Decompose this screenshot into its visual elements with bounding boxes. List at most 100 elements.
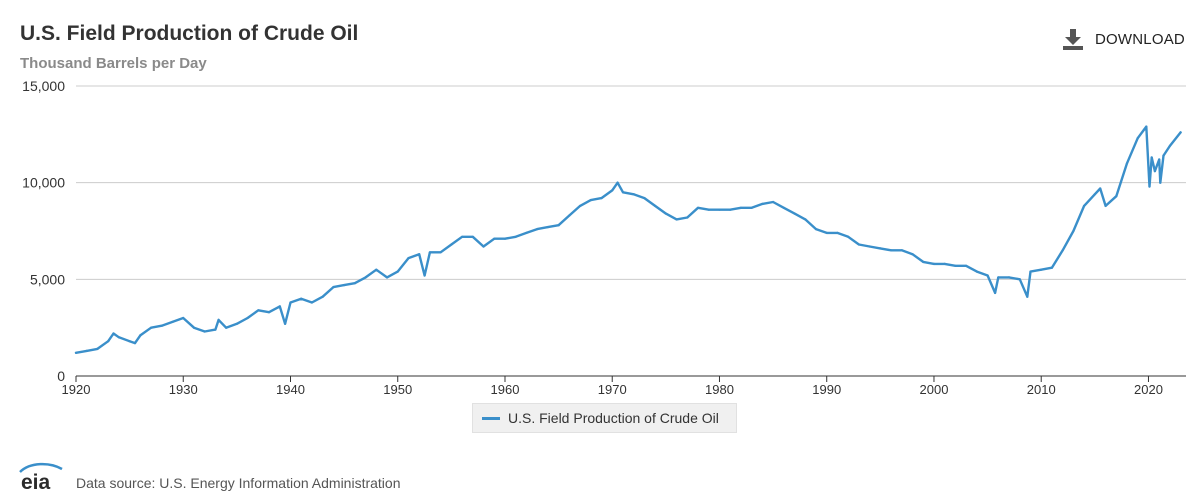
x-tick-label: 1940	[276, 382, 305, 397]
data-point	[482, 245, 485, 248]
data-point	[900, 249, 903, 252]
data-point	[278, 305, 281, 308]
data-point	[654, 204, 657, 207]
data-point	[557, 224, 560, 227]
data-point	[353, 282, 356, 285]
data-point	[772, 200, 775, 204]
data-point	[761, 202, 764, 205]
data-point	[461, 235, 464, 238]
data-point	[1104, 204, 1107, 207]
data-point	[857, 243, 861, 246]
data-point	[1007, 276, 1011, 279]
data-point	[112, 332, 115, 335]
data-point	[1162, 154, 1165, 157]
data-point	[321, 295, 324, 298]
data-point	[965, 264, 968, 267]
legend-label: U.S. Field Production of Crude Oil	[508, 410, 719, 426]
data-point	[1158, 158, 1161, 161]
data-point	[418, 253, 421, 256]
data-point	[289, 301, 292, 304]
data-point	[879, 247, 882, 250]
download-icon	[1062, 27, 1084, 51]
gridlines	[76, 85, 1186, 280]
data-point	[825, 231, 828, 234]
data-point	[994, 291, 997, 294]
x-tick-label: 2020	[1134, 382, 1163, 397]
data-point	[150, 326, 153, 329]
data-point	[332, 286, 335, 289]
x-tick-label: 1920	[62, 382, 91, 397]
data-point	[192, 326, 196, 329]
x-tick-label: 1960	[491, 382, 520, 397]
data-point	[300, 297, 303, 300]
x-tick-label: 1990	[812, 382, 841, 397]
data-point	[182, 316, 185, 320]
eia-logo[interactable]: eia	[16, 460, 66, 494]
x-tick-label: 1970	[598, 382, 627, 397]
data-point	[782, 206, 785, 209]
data-point	[310, 301, 313, 304]
data-point	[1093, 193, 1096, 196]
data-point	[997, 276, 1000, 279]
data-point	[836, 231, 839, 234]
data-point	[686, 216, 689, 219]
data-point	[696, 206, 700, 209]
data-point	[1136, 137, 1139, 140]
x-tick-label: 1930	[169, 382, 198, 397]
data-point	[546, 226, 550, 229]
x-axis: 1920 1930 1940 1950 1960 1970 1980 1990 2000 2010…	[62, 375, 1186, 397]
data-point	[707, 208, 710, 211]
data-point	[911, 253, 914, 256]
data-point	[589, 199, 592, 202]
svg-text:eia: eia	[21, 471, 51, 492]
data-point	[1125, 162, 1129, 165]
data-source: Data source: U.S. Energy Information Adm…	[76, 475, 401, 491]
chart-title: U.S. Field Production of Crude Oil	[20, 22, 359, 45]
data-point	[1050, 266, 1053, 269]
data-point	[385, 276, 389, 279]
data-point	[1029, 270, 1032, 273]
data-point	[611, 189, 614, 192]
data-point	[750, 206, 753, 209]
data-point	[343, 284, 346, 287]
data-point	[1179, 131, 1182, 134]
data-point	[1072, 229, 1075, 233]
data-point	[267, 311, 271, 314]
data-point	[407, 257, 410, 260]
data-point	[1040, 268, 1043, 271]
x-tick-label: 1950	[383, 382, 412, 397]
download-label: DOWNLOAD	[1095, 30, 1185, 48]
data-point	[814, 228, 818, 231]
data-point	[217, 318, 220, 321]
data-point	[616, 181, 619, 184]
data-point	[954, 264, 957, 267]
data-point	[439, 251, 442, 254]
data-point	[246, 316, 249, 320]
y-axis: 0 5,000 10,000 15,000	[22, 78, 65, 384]
data-point	[664, 212, 668, 215]
data-point	[1159, 181, 1162, 184]
download-button[interactable]: DOWNLOAD	[1062, 27, 1185, 51]
data-point	[1061, 249, 1064, 252]
data-point	[96, 347, 99, 350]
data-point	[1026, 295, 1029, 298]
data-point	[117, 336, 120, 339]
data-point	[396, 270, 399, 273]
x-tick-label: 2010	[1027, 382, 1056, 397]
data-point	[943, 262, 946, 265]
data-point	[203, 330, 206, 333]
series-layer	[74, 125, 1182, 354]
data-point	[428, 251, 431, 254]
data-point	[1150, 156, 1153, 159]
data-point	[235, 322, 238, 325]
footer: eia	[16, 460, 66, 494]
data-point	[160, 324, 163, 327]
data-point	[632, 193, 635, 196]
data-point	[257, 309, 260, 312]
data-point	[847, 235, 850, 238]
legend-item[interactable]: U.S. Field Production of Crude Oil	[472, 403, 737, 433]
data-point	[133, 342, 137, 345]
data-point	[450, 243, 453, 246]
data-point	[471, 235, 474, 238]
data-point	[525, 231, 528, 234]
